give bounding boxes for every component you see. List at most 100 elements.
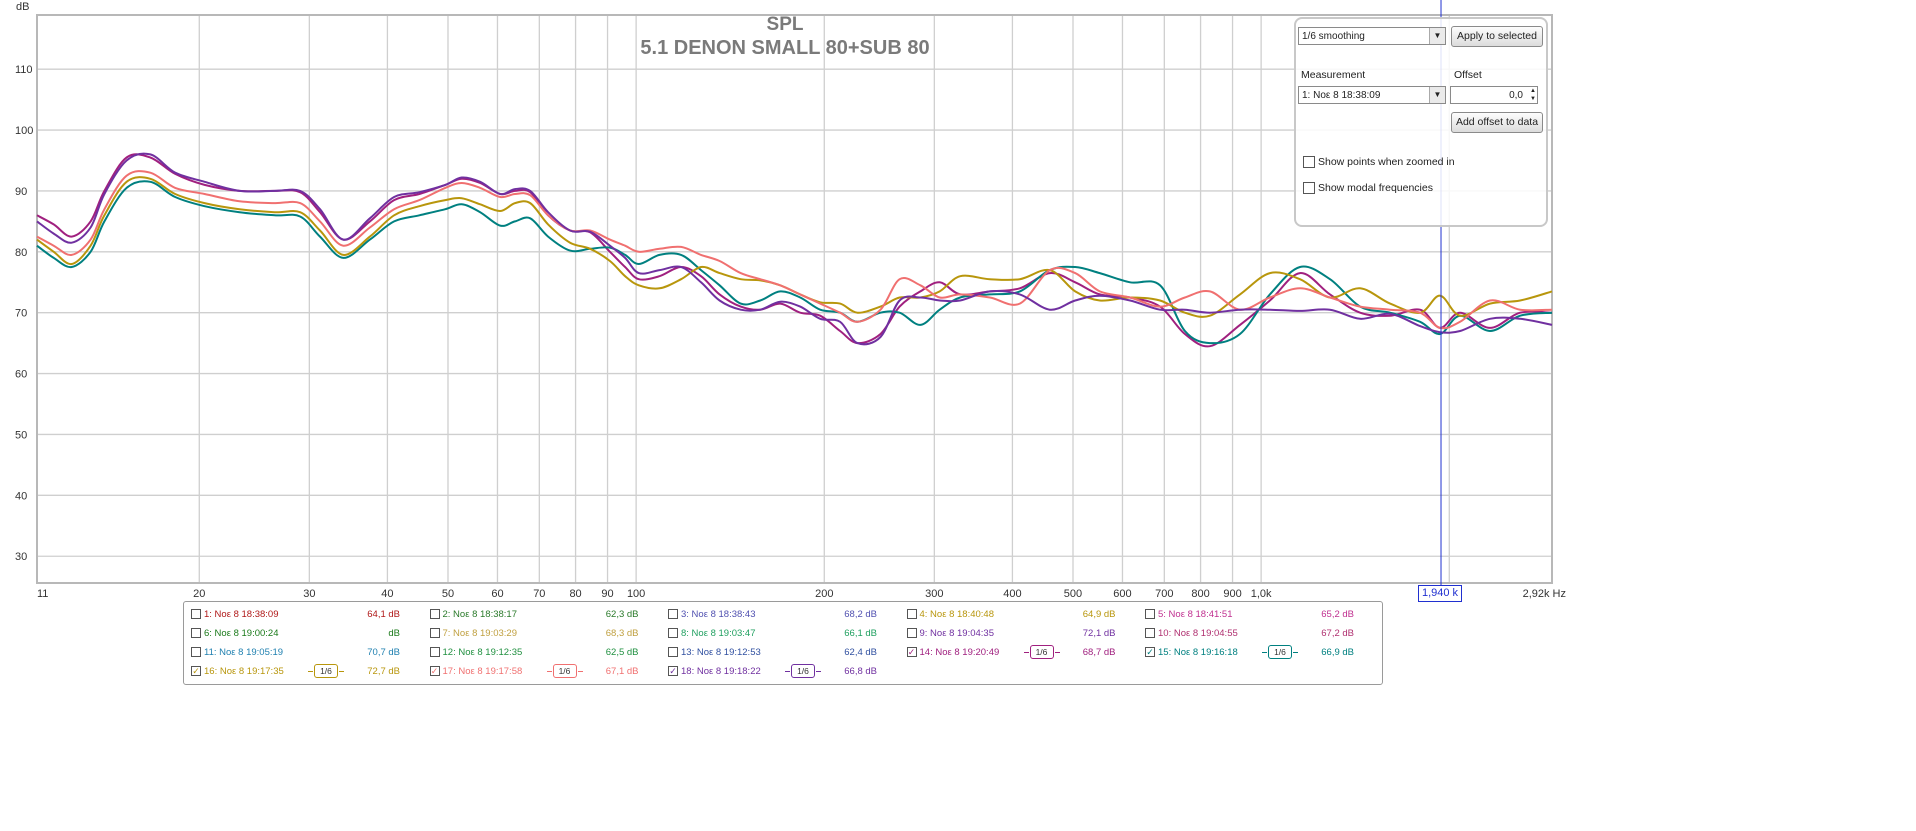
legend-checkbox[interactable]: ✓ — [906, 647, 917, 657]
smoothing-badge[interactable]: 1/6 — [1262, 645, 1298, 659]
legend-checkbox[interactable] — [1145, 628, 1155, 638]
legend-label: 11: Νοε 8 19:05:19 — [204, 647, 284, 658]
legend-item[interactable]: 8: Νοε 8 19:03:47 66,1 dB — [663, 625, 899, 641]
show-points-label: Show points when zoomed in — [1318, 156, 1455, 168]
legend-item[interactable]: 4: Νοε 8 18:40:48 64,9 dB — [902, 606, 1138, 622]
spinner-icon[interactable]: ▲ ▼ — [1530, 88, 1536, 102]
legend-item[interactable]: 3: Νοε 8 18:38:43 68,2 dB — [663, 606, 899, 622]
legend-item[interactable]: 9: Νοε 8 19:04:35 72,1 dB — [902, 625, 1138, 641]
chevron-down-icon[interactable]: ▼ — [1429, 28, 1445, 44]
chart-subtitle: 5.1 DENON SMALL 80+SUB 80 — [640, 37, 929, 59]
smoothing-badge[interactable]: 1/6 — [308, 664, 344, 678]
x-tick-label: 100 — [627, 588, 645, 600]
legend-checkbox[interactable]: ✓ — [668, 666, 678, 676]
x-tick-label: 1,0k — [1251, 588, 1272, 600]
legend-item[interactable]: 1: Νοε 8 18:38:09 64,1 dB — [186, 606, 422, 622]
add-offset-button[interactable]: Add offset to data — [1451, 112, 1543, 133]
legend-item[interactable]: ✓ 18: Νοε 8 19:18:22 1/6 66,8 dB — [663, 663, 899, 679]
legend-value: 66,1 dB — [844, 628, 877, 639]
series-line-14 — [36, 153, 1553, 348]
offset-value: 0,0 — [1509, 90, 1523, 101]
legend-label: 16: Νοε 8 19:17:35 — [204, 666, 284, 677]
legend-checkbox[interactable] — [668, 609, 678, 619]
chevron-down-icon[interactable]: ▼ — [1429, 87, 1445, 103]
legend-item[interactable]: ✓ 14: Νοε 8 19:20:49 1/6 68,7 dB — [902, 644, 1138, 660]
legend-item[interactable]: 5: Νοε 8 18:41:51 65,2 dB — [1140, 606, 1376, 622]
legend-item[interactable]: ✓ 15: Νοε 8 19:16:18 1/6 66,9 dB — [1140, 644, 1376, 660]
measurement-select[interactable]: 1: Νοε 8 18:38:09 ▼ — [1298, 86, 1446, 104]
series-line-18 — [36, 152, 1553, 346]
legend-checkbox[interactable] — [191, 628, 201, 638]
legend-checkbox[interactable] — [429, 647, 440, 657]
x-tick-label: 400 — [1003, 588, 1021, 600]
series-group — [36, 152, 1553, 348]
legend-value: 66,9 dB — [1321, 647, 1354, 658]
x-tick-label: 300 — [925, 588, 943, 600]
x-tick-label: 900 — [1223, 588, 1241, 600]
legend-checkbox[interactable] — [191, 609, 201, 619]
x-tick-label: 50 — [442, 588, 454, 600]
legend-value: 62,4 dB — [844, 647, 877, 658]
offset-label: Offset — [1454, 69, 1482, 81]
legend-value: 72,1 dB — [1082, 628, 1116, 639]
series-line-15 — [36, 180, 1553, 345]
x-tick-label: 60 — [491, 588, 503, 600]
legend-value: 68,3 dB — [605, 628, 639, 639]
smoothing-badge[interactable]: 1/6 — [785, 664, 821, 678]
show-modal-checkbox[interactable] — [1303, 182, 1315, 194]
legend-value: 65,2 dB — [1321, 609, 1354, 620]
x-axis: 11 20 30 40 50 60 70 80 90 100 200 300 400 500 600 700 8… — [37, 588, 1566, 600]
legend-value: 68,2 dB — [844, 609, 877, 620]
apply-to-selected-button[interactable]: Apply to selected — [1451, 26, 1543, 47]
plot-border — [36, 14, 1553, 584]
legend-checkbox[interactable] — [906, 628, 917, 638]
legend-item[interactable]: 13: Νοε 8 19:12:53 62,4 dB — [663, 644, 899, 660]
legend-value: dB — [388, 628, 400, 639]
legend-checkbox[interactable] — [668, 647, 678, 657]
legend-checkbox[interactable]: ✓ — [429, 666, 440, 676]
legend-label: 1: Νοε 8 18:38:09 — [204, 609, 279, 620]
legend-checkbox[interactable] — [668, 628, 678, 638]
legend-checkbox[interactable] — [906, 609, 917, 619]
legend-item[interactable]: 7: Νοε 8 19:03:29 68,3 dB — [425, 625, 661, 641]
x-tick-label: 200 — [815, 588, 833, 600]
x-tick-label: 2,92k Hz — [1523, 588, 1566, 600]
legend-label: 4: Νοε 8 18:40:48 — [919, 609, 994, 620]
legend-label: 18: Νοε 8 19:18:22 — [681, 666, 761, 677]
x-tick-label: 30 — [303, 588, 315, 600]
legend-value: 66,8 dB — [844, 666, 877, 677]
legend-checkbox[interactable] — [191, 647, 201, 657]
legend-checkbox[interactable]: ✓ — [1145, 647, 1155, 657]
legend-item[interactable]: 11: Νοε 8 19:05:19 70,7 dB — [186, 644, 422, 660]
legend-checkbox[interactable] — [429, 628, 440, 638]
legend-item[interactable]: ✓ 17: Νοε 8 19:17:58 1/6 67,1 dB — [425, 663, 661, 679]
legend-value: 64,9 dB — [1082, 609, 1116, 620]
legend-label: 7: Νοε 8 19:03:29 — [442, 628, 517, 639]
show-points-checkbox[interactable] — [1303, 156, 1315, 168]
legend-item[interactable]: 10: Νοε 8 19:04:55 67,2 dB — [1140, 625, 1376, 641]
legend-checkbox[interactable]: ✓ — [191, 666, 201, 676]
smoothing-badge[interactable]: 1/6 — [1023, 645, 1060, 659]
legend-item[interactable]: 12: Νοε 8 19:12:35 62,5 dB — [425, 644, 661, 660]
y-tick-label: 70 — [15, 308, 27, 320]
cursor-frequency-label: 1,940 k — [1418, 585, 1462, 602]
legend-value: 67,2 dB — [1321, 628, 1354, 639]
legend-checkbox[interactable] — [429, 609, 440, 619]
x-tick-label: 500 — [1064, 588, 1082, 600]
legend-value: 72,7 dB — [367, 666, 400, 677]
y-tick-label: 60 — [15, 369, 27, 381]
y-tick-label: 100 — [15, 125, 33, 137]
x-tick-label: 70 — [533, 588, 545, 600]
legend-item[interactable]: ✓ 16: Νοε 8 19:17:35 1/6 72,7 dB — [186, 663, 422, 679]
legend-item[interactable]: 2: Νοε 8 18:38:17 62,3 dB — [425, 606, 661, 622]
offset-input[interactable]: 0,0 ▲ ▼ — [1450, 86, 1538, 104]
legend-label: 13: Νοε 8 19:12:53 — [681, 647, 761, 658]
smoothing-select[interactable]: 1/6 smoothing ▼ — [1298, 27, 1446, 45]
y-axis: 30 40 50 60 70 80 90 100 110 — [15, 64, 33, 563]
smoothing-badge[interactable]: 1/6 — [546, 664, 583, 678]
legend-item[interactable]: 6: Νοε 8 19:00:24 dB — [186, 625, 422, 641]
control-panel: 1/6 smoothing ▼ Apply to selected Measur… — [1294, 17, 1548, 227]
legend-checkbox[interactable] — [1145, 609, 1155, 619]
measurement-legend: 1: Νοε 8 18:38:09 64,1 dB 2: Νοε 8 18:38:1… — [183, 601, 1383, 685]
